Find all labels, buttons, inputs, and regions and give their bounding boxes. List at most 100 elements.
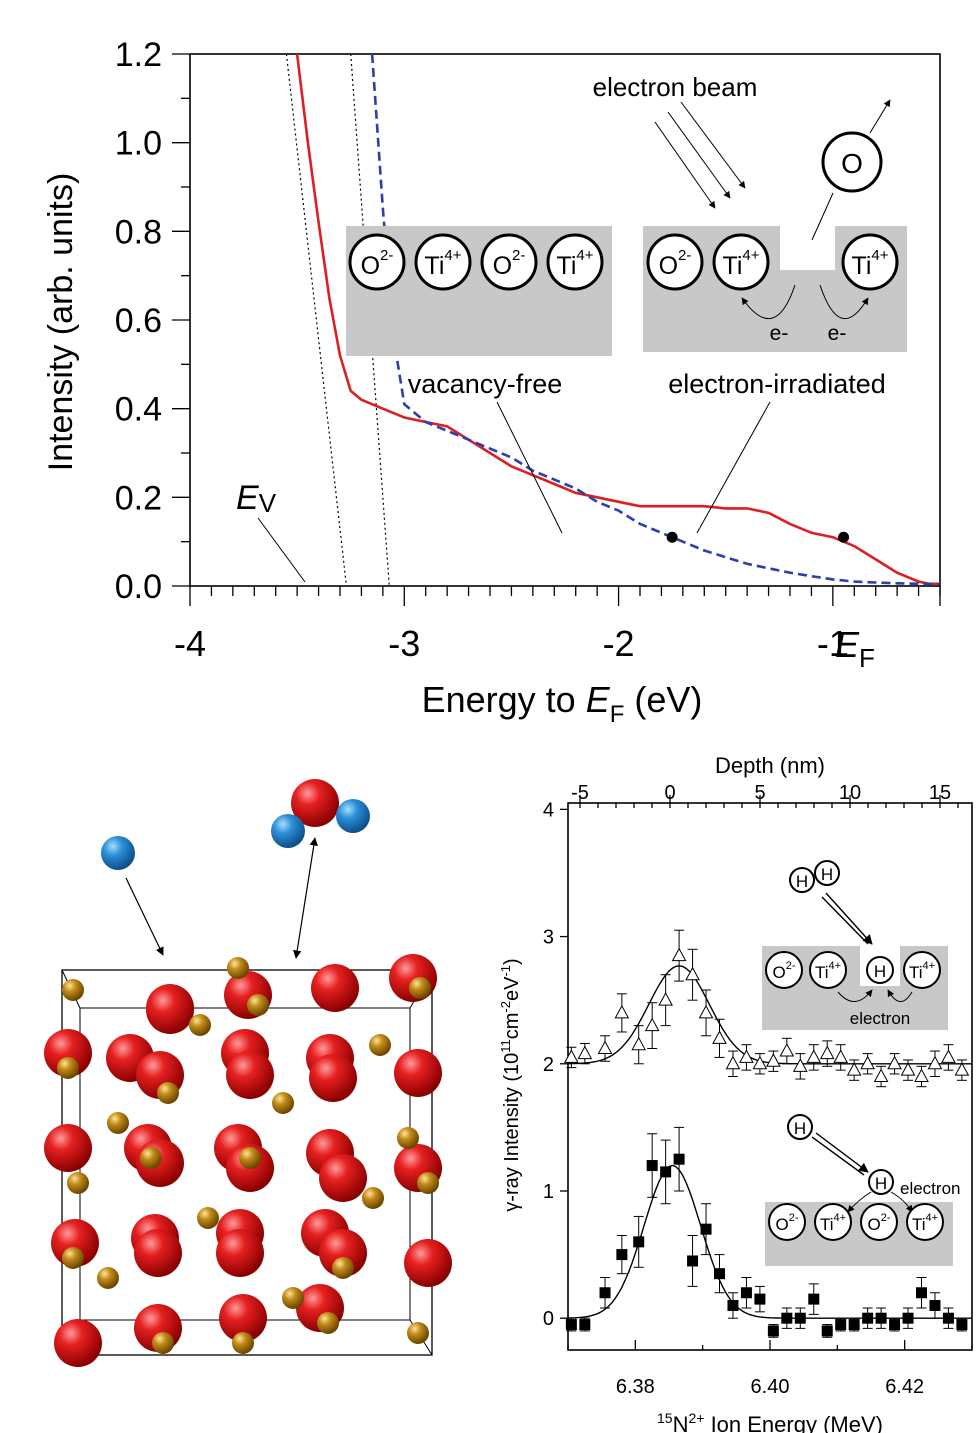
- chart2-xtick-label: 6.42: [885, 1376, 924, 1398]
- ev-pointer-line: [257, 517, 306, 583]
- h2-molecule: H H: [789, 860, 840, 893]
- oxygen-atom: [54, 1319, 102, 1367]
- chart2-point-square: [740, 1287, 752, 1299]
- h2-path-a: [821, 896, 869, 945]
- nuclear-reaction-chart: 0 1 2 3 4 6.38 6.40 6.42 -5 0 5 10 15 Depth (nm) γ-r…: [498, 753, 973, 1433]
- ion-o-lower-2: O2-: [860, 1203, 898, 1241]
- chart2-point-triangle: [819, 1045, 835, 1060]
- oxygen-atom: [311, 964, 359, 1012]
- chart2-point-square: [902, 1312, 914, 1324]
- chart2-point-triangle: [671, 947, 687, 962]
- chart2-point-square: [862, 1312, 874, 1324]
- oxygen-atom: [226, 1051, 274, 1099]
- titanium-atom: [332, 1257, 354, 1279]
- titanium-atom: [272, 1092, 294, 1114]
- titanium-atom: [227, 957, 249, 979]
- electron-transfer-left: [741, 284, 796, 319]
- oxygen-atom: [394, 1049, 442, 1097]
- ion-o-lower-1: O2-: [768, 1203, 806, 1241]
- svg-text:Ti4+: Ti4+: [424, 247, 461, 280]
- chart2-xtick-label: 6.38: [616, 1376, 655, 1398]
- svg-text:H: H: [875, 1174, 887, 1193]
- chart1-axes: 0.0 0.2 0.4 0.6 0.8 1.0 1.2 -4 -3 -2 -1: [115, 36, 941, 664]
- svg-text:H: H: [796, 872, 808, 891]
- oxygen-atom: [216, 1229, 264, 1277]
- chart2-point-triangle: [712, 1030, 727, 1044]
- oxygen-atom: [404, 1239, 452, 1287]
- ion-ti-3: Ti4+: [712, 233, 770, 291]
- chart2-point-triangle: [833, 1049, 849, 1063]
- svg-text:O2-: O2-: [361, 247, 394, 280]
- titanium-atom: [409, 977, 431, 999]
- titanium-atom: [62, 1247, 84, 1269]
- chart1-ytick-label: 0.8: [115, 213, 162, 251]
- ion-ti-4: Ti4+: [841, 233, 899, 291]
- vacancy-free-schematic: O2- Ti4+ O2- Ti4+ vacancy-free: [346, 226, 612, 534]
- chart2-ytick-label: 0: [543, 1308, 554, 1330]
- titanium-atom: [247, 994, 269, 1016]
- chart2-depth-label: 15: [929, 782, 951, 804]
- chart2-ytick-label: 2: [543, 1054, 554, 1076]
- chart2-point-square: [727, 1299, 739, 1311]
- ion-ti-lower-1: Ti4+: [814, 1203, 852, 1241]
- oxygen-atom: [134, 1229, 182, 1277]
- electron-arrow-upper-left: [837, 989, 873, 1002]
- chart1-ytick-label: 0.4: [115, 391, 162, 429]
- chart2-point-square: [687, 1255, 699, 1267]
- photoemission-chart: 0.0 0.2 0.4 0.6 0.8 1.0 1.2 -4 -3 -2 -1 Intensity …: [42, 36, 941, 728]
- chart2-point-triangle: [779, 1043, 795, 1057]
- chart2-data: [564, 929, 972, 1338]
- chart2-point-square: [599, 1287, 611, 1299]
- svg-text:O2-: O2-: [775, 1212, 798, 1234]
- chart2-point-triangle: [564, 1049, 579, 1063]
- ion-ti-lower-2: Ti4+: [906, 1203, 944, 1241]
- chart2-point-square: [781, 1312, 793, 1324]
- svg-text:Ti4+: Ti4+: [820, 1212, 846, 1234]
- svg-text:O2-: O2-: [659, 247, 692, 280]
- oxygen-path-upper: [869, 99, 891, 134]
- oxygen-atom: [319, 1154, 367, 1202]
- titanium-atom: [317, 1312, 339, 1334]
- svg-text:O2-: O2-: [867, 1212, 890, 1234]
- chart1-xtick-label: -1: [817, 623, 849, 664]
- chart2-frame: [567, 802, 973, 1351]
- h-path-a: [811, 1136, 865, 1176]
- chart2-top-axis-label: Depth (nm): [715, 753, 825, 778]
- series-electron-irradiated-line: [295, 53, 940, 586]
- chart2-point-triangle: [846, 1062, 862, 1076]
- chart2-point-square: [956, 1319, 968, 1331]
- chart2-point-triangle: [614, 1004, 630, 1019]
- electron-label-upper: electron: [850, 1009, 910, 1028]
- chart1-ef-label: EF: [835, 624, 875, 673]
- chart2-point-triangle: [597, 1040, 613, 1055]
- adsorbate-atom: [101, 836, 135, 870]
- chart2-point-square: [616, 1249, 628, 1261]
- svg-text:Ti4+: Ti4+: [851, 247, 888, 280]
- desorption-arrow: [293, 837, 318, 959]
- chart1-ytick-label: 0.6: [115, 302, 162, 340]
- chart1-xtick-label: -4: [174, 623, 206, 664]
- chart2-ytick-label: 4: [543, 799, 554, 821]
- electron-symbol-right: e-: [828, 322, 847, 345]
- h-in-vacancy: H: [866, 956, 894, 984]
- chart2-point-square: [889, 1319, 901, 1331]
- chart1-xlabel: Energy to EF (eV): [422, 679, 703, 728]
- electron-label-lower: electron: [900, 1179, 960, 1198]
- h-atom-surface: H: [868, 1169, 894, 1195]
- titanium-atom: [369, 1034, 391, 1056]
- svg-text:H: H: [821, 865, 833, 884]
- ion-ti-2: Ti4+: [546, 233, 604, 291]
- chart2-xlabel: 15N2+ Ion Energy (MeV): [657, 1410, 883, 1433]
- chart2-point-square: [673, 1153, 685, 1165]
- chart2-point-triangle: [752, 1055, 768, 1070]
- electron-irradiated-label: electron-irradiated: [668, 369, 886, 399]
- chart2-point-triangle: [631, 1036, 647, 1051]
- chart1-xtick-label: -2: [603, 623, 635, 664]
- svg-text:Ti4+: Ti4+: [556, 247, 593, 280]
- ion-o-1: O2-: [348, 233, 406, 291]
- ion-ti-upper-1: Ti4+: [809, 951, 847, 989]
- chart2-axes: 0 1 2 3 4 6.38 6.40 6.42 -5 0 5 10 15: [543, 782, 973, 1398]
- chart2-point-triangle: [739, 1049, 754, 1063]
- svg-text:Ti4+: Ti4+: [815, 960, 841, 982]
- chart2-point-triangle: [860, 1055, 875, 1070]
